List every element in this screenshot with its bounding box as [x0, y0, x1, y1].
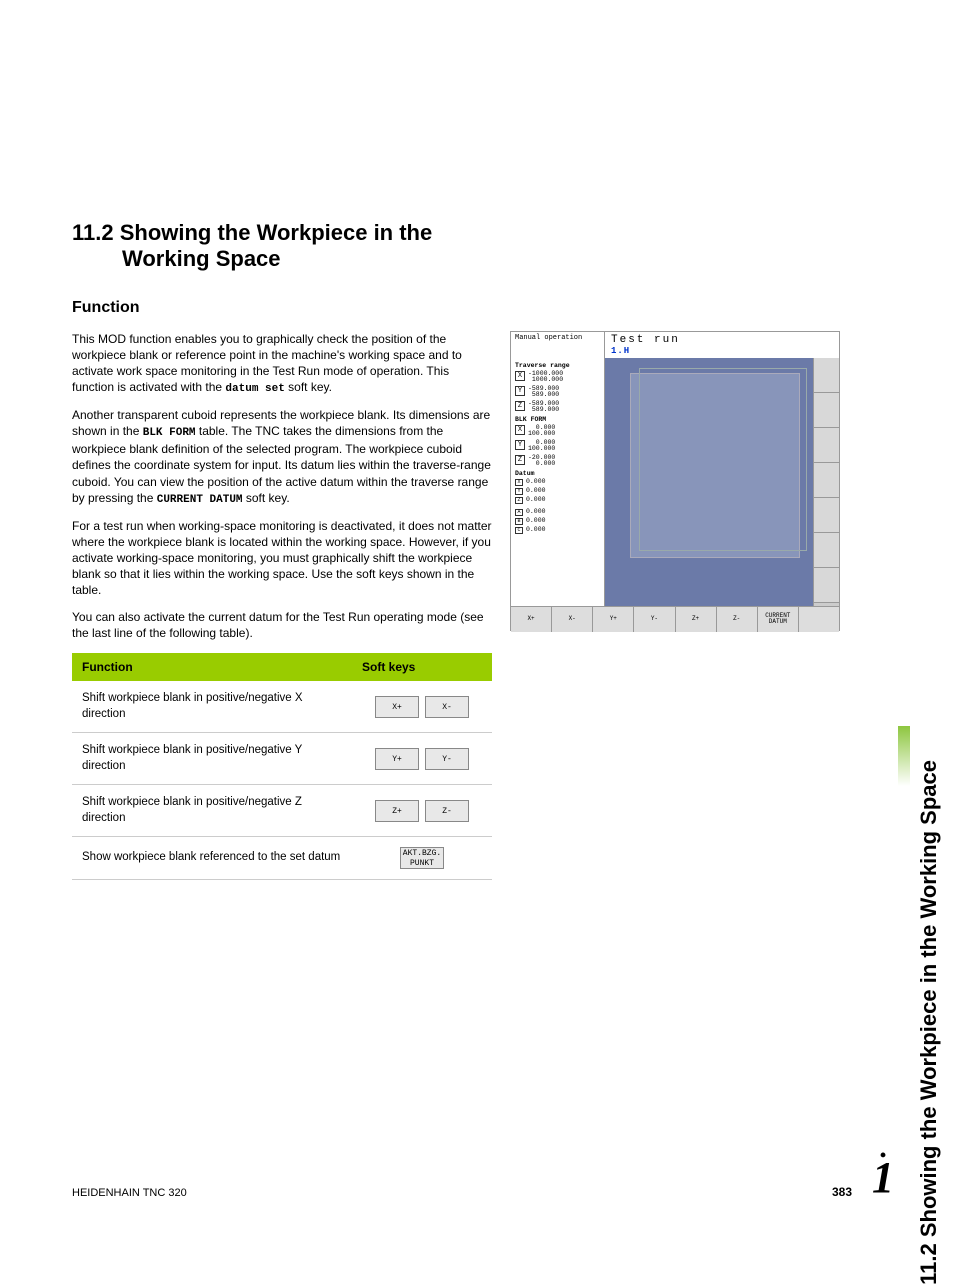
paragraph-1: This MOD function enables you to graphic…: [72, 331, 492, 397]
scr-left-panel: Traverse rangeX-1000.0001000.000Y-589.00…: [511, 358, 605, 606]
th-softkeys: Soft keys: [352, 653, 492, 681]
softkey-button[interactable]: AKT.BZG.PUNKT: [400, 847, 444, 869]
scr-3d-view: [605, 358, 813, 606]
cell-function: Shift workpiece blank in positive/negati…: [72, 733, 352, 785]
scr-softkey[interactable]: X-: [552, 607, 593, 632]
cell-softkeys: X+ X-: [352, 681, 492, 733]
info-icon: •1: [872, 1148, 894, 1199]
softkey-button[interactable]: Z-: [425, 800, 469, 822]
side-gradient-bar: [898, 726, 910, 786]
softkey-button[interactable]: Y-: [425, 748, 469, 770]
softkey-table: Function Soft keys Shift workpiece blank…: [72, 653, 492, 880]
scr-softkey-row: X+X-Y+Y-Z+Z-CURRENTDATUM: [511, 606, 839, 632]
scr-mode: Manual operation: [511, 332, 605, 358]
cell-softkeys: AKT.BZG.PUNKT: [352, 837, 492, 880]
scr-softkey[interactable]: Y+: [593, 607, 634, 632]
scr-softkey[interactable]: [799, 607, 839, 632]
footer-model: HEIDENHAIN TNC 320: [72, 1187, 187, 1199]
page-number: 383: [832, 1185, 852, 1199]
scr-softkey[interactable]: CURRENTDATUM: [758, 607, 799, 632]
scr-softkey[interactable]: X+: [511, 607, 552, 632]
subheading: Function: [72, 299, 894, 317]
paragraph-2: Another transparent cuboid represents th…: [72, 407, 492, 507]
paragraph-4: You can also activate the current datum …: [72, 609, 492, 641]
th-function: Function: [72, 653, 352, 681]
cell-function: Shift workpiece blank in positive/negati…: [72, 681, 352, 733]
scr-softkey[interactable]: Z+: [676, 607, 717, 632]
cell-softkeys: Z+ Z-: [352, 785, 492, 837]
softkey-button[interactable]: Y+: [375, 748, 419, 770]
cell-function: Show workpiece blank referenced to the s…: [72, 837, 352, 880]
scr-softkey[interactable]: Y-: [634, 607, 675, 632]
scr-right-toolbar: [813, 358, 839, 606]
table-row: Shift workpiece blank in positive/negati…: [72, 733, 492, 785]
softkey-button[interactable]: Z+: [375, 800, 419, 822]
softkey-button[interactable]: X-: [425, 696, 469, 718]
table-row: Shift workpiece blank in positive/negati…: [72, 681, 492, 733]
scr-softkey[interactable]: Z-: [717, 607, 758, 632]
page-heading: 11.2 Showing the Workpiece in the Workin…: [72, 220, 894, 273]
cell-softkeys: Y+ Y-: [352, 733, 492, 785]
table-row: Show workpiece blank referenced to the s…: [72, 837, 492, 880]
paragraph-3: For a test run when working-space monito…: [72, 518, 492, 599]
body-text-column: This MOD function enables you to graphic…: [72, 331, 492, 880]
side-title: 11.2 Showing the Workpiece in the Workin…: [916, 760, 942, 1285]
cell-function: Shift workpiece blank in positive/negati…: [72, 785, 352, 837]
cnc-screenshot: Manual operation Test run 1.H Traverse r…: [510, 331, 840, 631]
scr-title: Test run 1.H: [605, 332, 839, 358]
softkey-button[interactable]: X+: [375, 696, 419, 718]
table-row: Shift workpiece blank in positive/negati…: [72, 785, 492, 837]
